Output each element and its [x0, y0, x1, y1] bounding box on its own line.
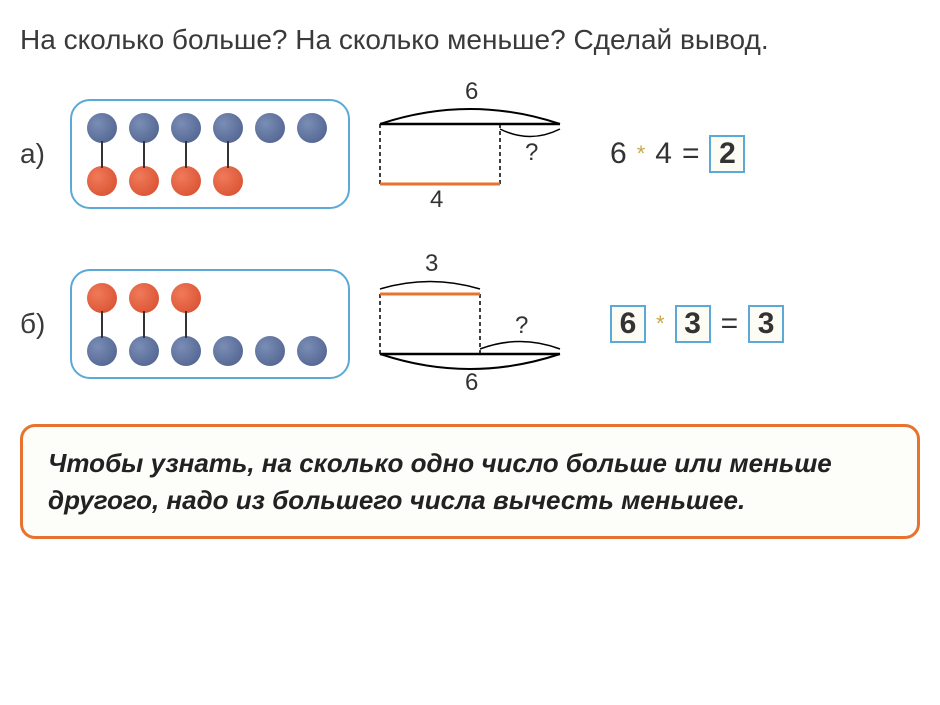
- dot-bottom: [171, 336, 201, 366]
- diagram-a-question: ?: [525, 139, 538, 167]
- dot-top: [129, 113, 159, 143]
- eq-a-right: 4: [655, 137, 672, 171]
- dot-bottom: [129, 336, 159, 366]
- eq-a-answer: 2: [709, 135, 745, 173]
- eq-b-op: *: [656, 311, 665, 337]
- dot-top: [297, 113, 327, 143]
- dot-bottom: [297, 336, 327, 366]
- eq-b-right: 3: [675, 305, 711, 343]
- dot-top: [255, 113, 285, 143]
- diagram-b-top-num: 3: [425, 250, 438, 278]
- dot-top: [129, 283, 159, 313]
- eq-b-answer: 3: [748, 305, 784, 343]
- question-text: На сколько больше? На сколько меньше? Сд…: [20, 20, 920, 59]
- dots-box-b: [70, 269, 350, 379]
- problem-b-label: б): [20, 308, 50, 340]
- dots-box-a: [70, 99, 350, 209]
- dot-top: [171, 113, 201, 143]
- eq-b-left: 6: [610, 305, 646, 343]
- eq-b-equals: =: [721, 307, 739, 341]
- dot-top: [87, 113, 117, 143]
- diagram-a-top-num: 6: [465, 78, 478, 106]
- problem-b-row: б) 3 6 ? 6 * 3 = 3: [20, 254, 920, 394]
- diagram-b-bottom-num: 6: [465, 369, 478, 397]
- link-line: [101, 311, 103, 338]
- dot-top: [87, 283, 117, 313]
- eq-a-left: 6: [610, 137, 627, 171]
- link-line: [143, 141, 145, 168]
- conclusion-box: Чтобы узнать, на сколько одно число боль…: [20, 424, 920, 539]
- dot-bottom: [213, 166, 243, 196]
- link-line: [185, 141, 187, 168]
- eq-a-op: *: [637, 141, 646, 167]
- eq-a-equals: =: [682, 137, 700, 171]
- link-line: [185, 311, 187, 338]
- problem-a-row: а) 6 4 ? 6 * 4 = 2: [20, 84, 920, 224]
- diagram-a-bottom-num: 4: [430, 186, 443, 214]
- dot-bottom: [87, 166, 117, 196]
- dot-bottom: [255, 336, 285, 366]
- equation-b: 6 * 3 = 3: [610, 305, 784, 343]
- link-line: [143, 311, 145, 338]
- problem-a-label: а): [20, 138, 50, 170]
- diagram-a: 6 4 ?: [370, 84, 570, 224]
- dot-bottom: [87, 336, 117, 366]
- link-line: [227, 141, 229, 168]
- dot-bottom: [129, 166, 159, 196]
- dot-bottom: [213, 336, 243, 366]
- dot-top: [213, 113, 243, 143]
- dot-bottom: [171, 166, 201, 196]
- dot-top: [171, 283, 201, 313]
- link-line: [101, 141, 103, 168]
- diagram-b: 3 6 ?: [370, 254, 570, 394]
- equation-a: 6 * 4 = 2: [610, 135, 745, 173]
- diagram-b-question: ?: [515, 312, 528, 340]
